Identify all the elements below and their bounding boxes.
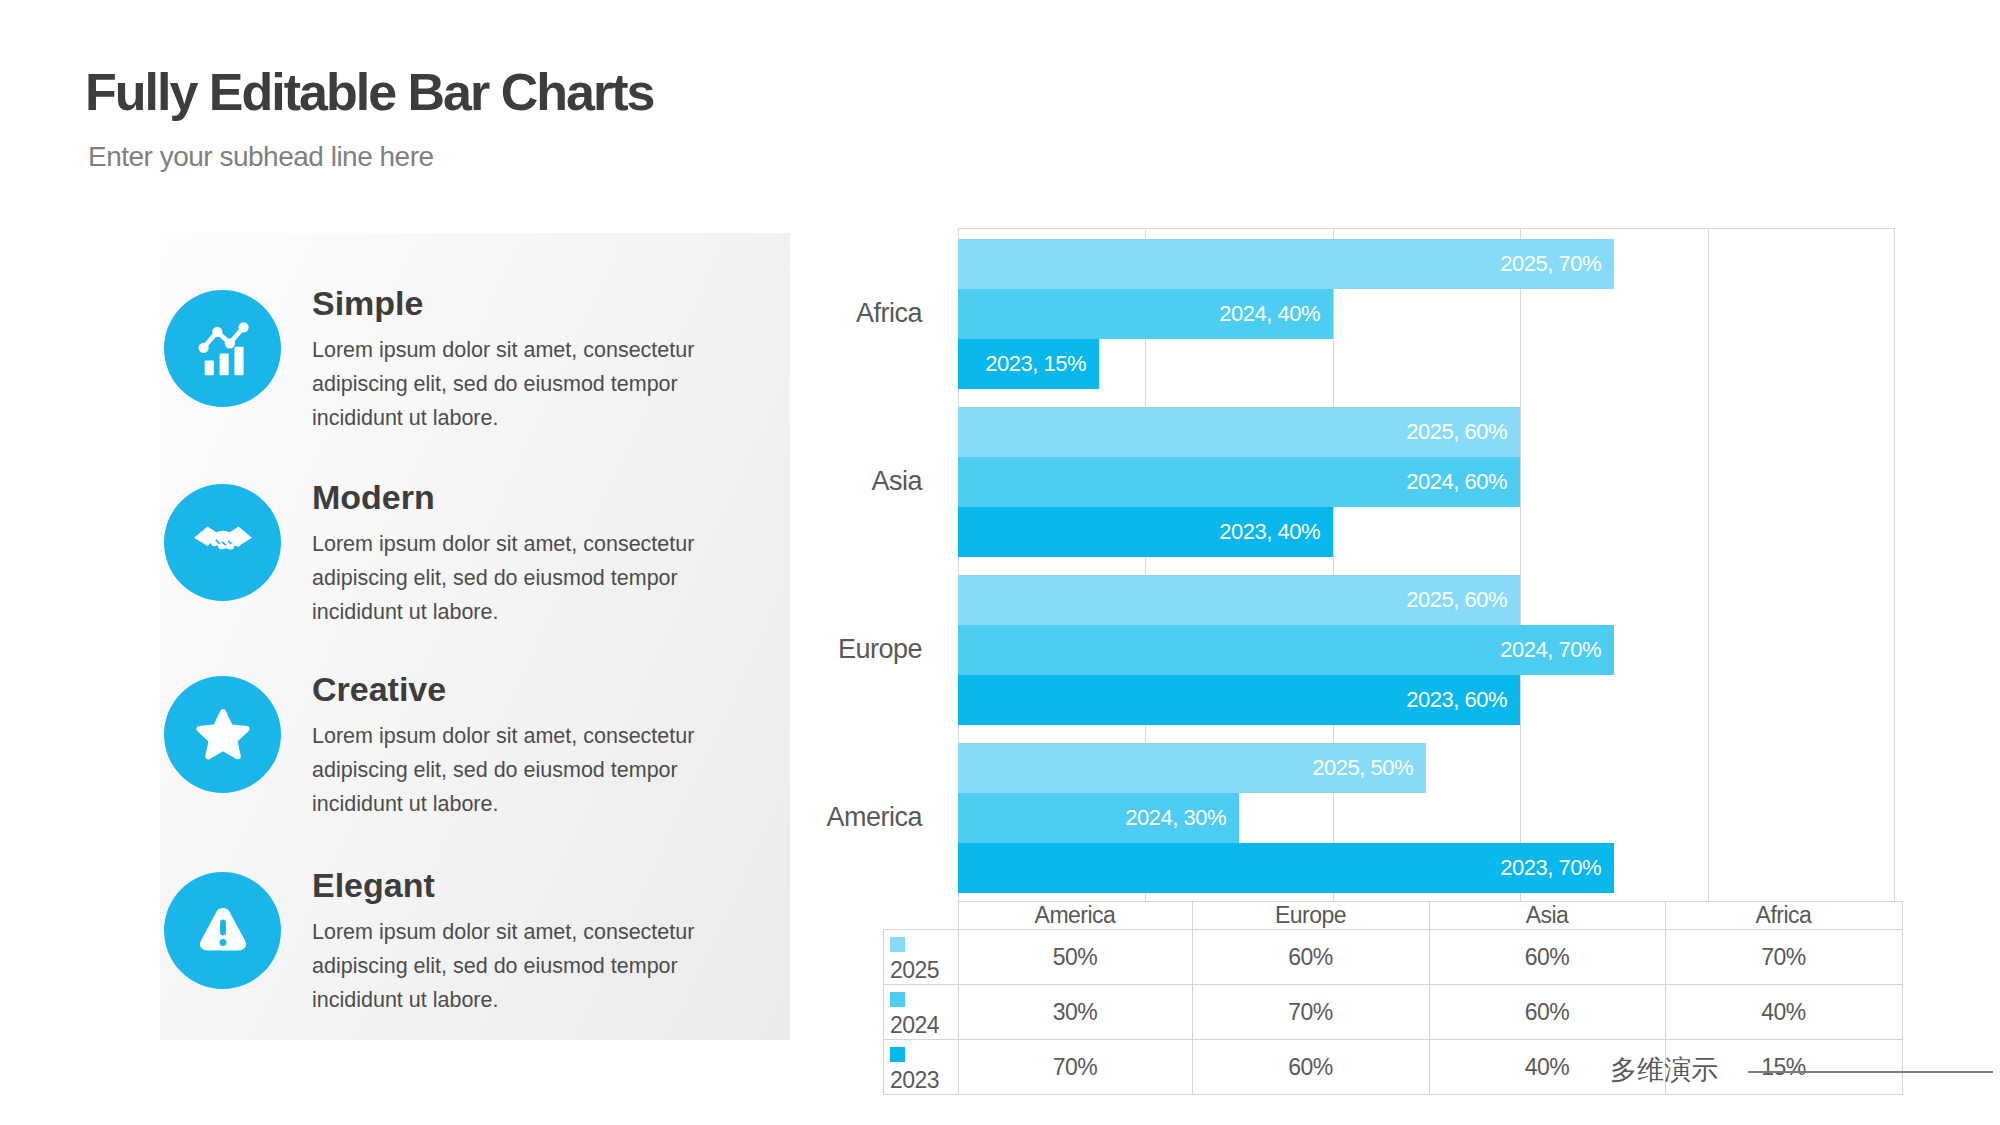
bar-data-label: 2023, 60%	[1406, 687, 1520, 713]
bar-data-label: 2023, 40%	[1219, 519, 1333, 545]
category-label-europe: Europe	[838, 574, 922, 724]
footer-brand-text: 多维演示	[1610, 1052, 1718, 1088]
feature-description: Lorem ipsum dolor sit amet, consectetur …	[312, 915, 742, 1017]
bar-data-label: 2024, 40%	[1219, 301, 1333, 327]
legend-swatch-2023	[890, 1047, 905, 1062]
page-subtitle: Enter your subhead line here	[88, 141, 434, 173]
bar-america-2025: 2025, 50%	[958, 743, 1426, 793]
bar-data-label: 2024, 30%	[1125, 805, 1239, 831]
warning-icon	[164, 872, 281, 989]
bar-data-label: 2025, 50%	[1312, 755, 1426, 781]
category-label-asia: Asia	[871, 406, 922, 556]
bar-asia-2023: 2023, 40%	[958, 507, 1333, 557]
table-value-cell: 60%	[1429, 985, 1665, 1040]
table-row-2025: 202550%60%60%70%	[884, 930, 1903, 985]
table-column-header-africa: Africa	[1665, 902, 1902, 930]
bar-data-label: 2024, 60%	[1406, 469, 1520, 495]
feature-title: Creative	[312, 670, 742, 709]
category-label-africa: Africa	[856, 238, 922, 388]
bar-data-label: 2025, 70%	[1500, 251, 1614, 277]
legend-year-label: 2023	[890, 1067, 939, 1093]
legend-swatch-2024	[890, 992, 905, 1007]
feature-description: Lorem ipsum dolor sit amet, consectetur …	[312, 527, 742, 629]
table-value-cell: 70%	[958, 1040, 1192, 1095]
bar-america-2023: 2023, 70%	[958, 843, 1614, 893]
table-column-header-america: America	[958, 902, 1192, 930]
feature-text: Simple Lorem ipsum dolor sit amet, conse…	[312, 284, 742, 435]
chart-data-table: AmericaEuropeAsiaAfrica202550%60%60%70%2…	[883, 901, 1903, 1095]
footer-divider-line	[1748, 1071, 1993, 1073]
feature-panel: Simple Lorem ipsum dolor sit amet, conse…	[160, 233, 790, 1040]
handshake-icon	[164, 484, 281, 601]
table-value-cell: 70%	[1665, 930, 1902, 985]
feature-title: Simple	[312, 284, 742, 323]
table-value-cell: 30%	[958, 985, 1192, 1040]
table-value-cell: 70%	[1192, 985, 1429, 1040]
legend-cell-2024: 2024	[884, 985, 959, 1040]
gridline	[1894, 229, 1895, 902]
feature-title: Elegant	[312, 866, 742, 905]
bar-europe-2024: 2024, 70%	[958, 625, 1614, 675]
bar-data-label: 2024, 70%	[1500, 637, 1614, 663]
bar-africa-2023: 2023, 15%	[958, 339, 1099, 389]
table-header-row: AmericaEuropeAsiaAfrica	[884, 902, 1903, 930]
star-icon	[164, 676, 281, 793]
legend-cell-2023: 2023	[884, 1040, 959, 1095]
bar-america-2024: 2024, 30%	[958, 793, 1239, 843]
bar-data-label: 2023, 70%	[1500, 855, 1614, 881]
bar-data-label: 2025, 60%	[1406, 587, 1520, 613]
feature-description: Lorem ipsum dolor sit amet, consectetur …	[312, 333, 742, 435]
bar-chart-plot-area: 2025, 70% 2024, 40% 2023, 15% 2025, 60% 2024…	[958, 228, 1895, 902]
legend-year-label: 2024	[890, 1012, 939, 1038]
table-row-2024: 2024 30%70%60%40%	[884, 985, 1903, 1040]
feature-text: Modern Lorem ipsum dolor sit amet, conse…	[312, 478, 742, 629]
page-title: Fully Editable Bar Charts	[85, 62, 653, 122]
bar-line-chart-icon	[164, 290, 281, 407]
table-value-cell: 60%	[1192, 930, 1429, 985]
bar-data-label: 2025, 60%	[1406, 419, 1520, 445]
gridline	[1333, 229, 1334, 902]
feature-text: Elegant Lorem ipsum dolor sit amet, cons…	[312, 866, 742, 1017]
bar-asia-2025: 2025, 60%	[958, 407, 1520, 457]
bar-africa-2025: 2025, 70%	[958, 239, 1614, 289]
table-row-2023: 202370%60%40%15%	[884, 1040, 1903, 1095]
feature-text: Creative Lorem ipsum dolor sit amet, con…	[312, 670, 742, 821]
table-column-header-europe: Europe	[1192, 902, 1429, 930]
legend-year-label: 2025	[890, 957, 939, 983]
gridline	[1520, 229, 1521, 902]
bar-asia-2024: 2024, 60%	[958, 457, 1520, 507]
table-value-cell: 50%	[958, 930, 1192, 985]
table-column-header-asia: Asia	[1429, 902, 1665, 930]
bar-europe-2023: 2023, 60%	[958, 675, 1520, 725]
table-value-cell: 60%	[1192, 1040, 1429, 1095]
bar-data-label: 2023, 15%	[985, 351, 1099, 377]
feature-description: Lorem ipsum dolor sit amet, consectetur …	[312, 719, 742, 821]
legend-swatch-2025	[890, 937, 905, 952]
feature-title: Modern	[312, 478, 742, 517]
bar-africa-2024: 2024, 40%	[958, 289, 1333, 339]
table-value-cell: 60%	[1429, 930, 1665, 985]
legend-cell-2025: 2025	[884, 930, 959, 985]
table-value-cell: 40%	[1665, 985, 1902, 1040]
table-blank-cell	[884, 902, 959, 930]
category-label-america: America	[826, 742, 922, 892]
gridline	[1708, 229, 1709, 902]
bar-europe-2025: 2025, 60%	[958, 575, 1520, 625]
chart-category-axis: Africa Asia Europe America	[750, 228, 940, 901]
